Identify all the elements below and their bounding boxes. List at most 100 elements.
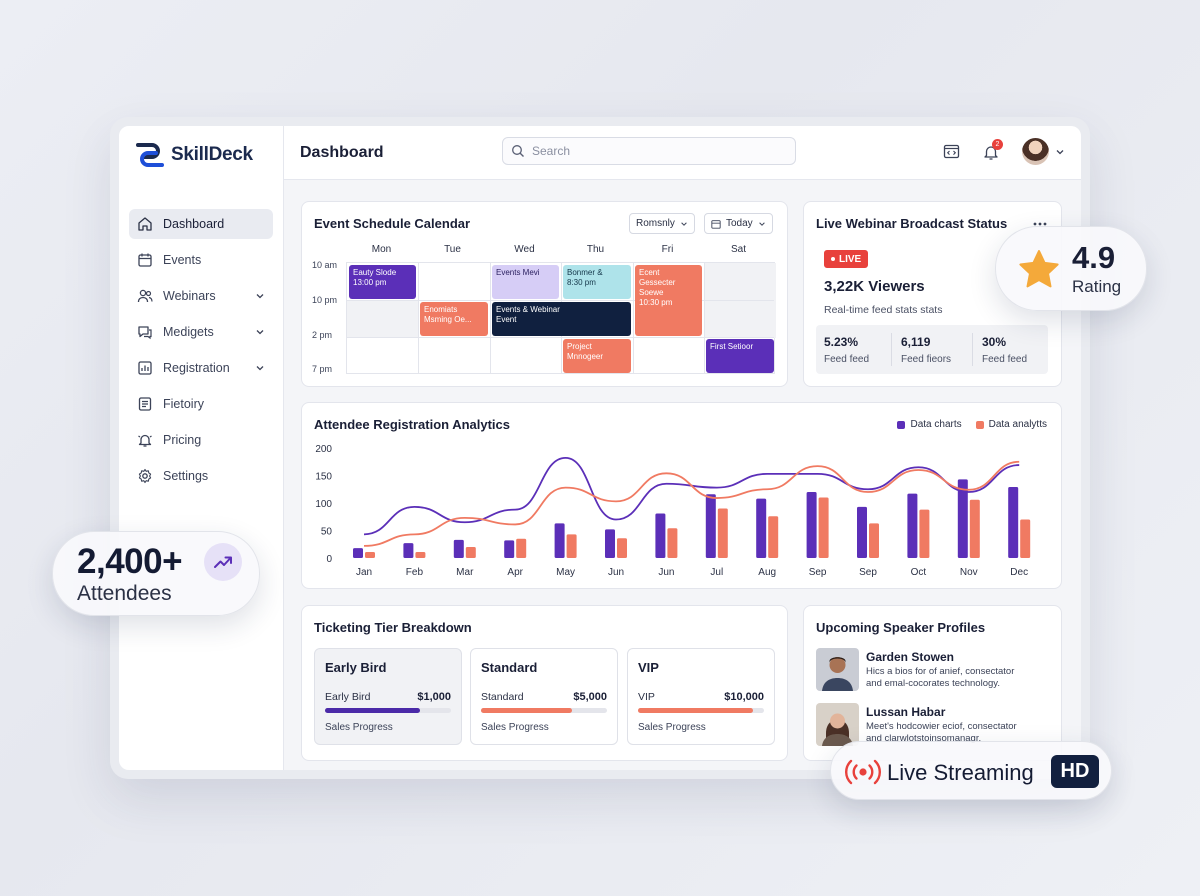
top-actions: 2 xyxy=(943,138,1065,165)
chart-bar[interactable] xyxy=(756,498,767,558)
chart-bar[interactable] xyxy=(566,534,577,558)
grid-line xyxy=(418,263,419,373)
live-badge: LIVE xyxy=(824,250,869,268)
speaker-item[interactable]: Lussan Habar Meet's hodcowier eciof, con… xyxy=(816,703,1052,749)
calendar-event[interactable]: Project Mnnogeer xyxy=(563,339,631,373)
chart-bar[interactable] xyxy=(857,506,867,558)
chart-bar[interactable] xyxy=(667,528,678,558)
tier-card-standard[interactable]: Standard Standard $5,000 Sales Progress xyxy=(470,648,618,745)
progress-track xyxy=(325,708,451,713)
sidebar-item-pricing[interactable]: Pricing xyxy=(129,425,273,455)
code-window-icon[interactable] xyxy=(943,143,960,160)
speaker-bio-line: and emal-cocorates technology. xyxy=(866,678,1000,689)
chart-bar[interactable] xyxy=(806,492,817,558)
chart-bar[interactable] xyxy=(655,513,666,558)
x-tick-label: Oct xyxy=(911,567,927,578)
chart-bar[interactable] xyxy=(907,493,918,558)
chart-bar[interactable] xyxy=(605,529,615,558)
chart-bar[interactable] xyxy=(415,551,426,558)
speaker-bio-line: Hics a bios for of anief, consectator xyxy=(866,666,1015,677)
sidebar-item-label: Fietoiry xyxy=(163,397,204,411)
top-bar: Dashboard 2 xyxy=(284,126,1081,180)
streaming-badge: Live Streaming HD xyxy=(830,741,1112,800)
legend-item[interactable]: Data charts xyxy=(897,419,962,430)
chart-bar[interactable] xyxy=(403,543,414,558)
stat-label: Feed feed xyxy=(824,354,870,365)
calendar-event[interactable]: First Setioor xyxy=(706,339,774,373)
bell-icon xyxy=(138,434,152,447)
stat-value: 5.23% xyxy=(824,335,859,349)
chart-bar[interactable] xyxy=(353,548,363,558)
brand-logo[interactable]: SkillDeck xyxy=(129,140,273,170)
chart-bar[interactable] xyxy=(554,523,565,558)
chart-bar[interactable] xyxy=(818,497,829,559)
sidebar-item-events[interactable]: Events xyxy=(129,245,273,275)
tier-card-vip[interactable]: VIP VIP $10,000 Sales Progress xyxy=(627,648,775,745)
chart-bar[interactable] xyxy=(705,494,716,558)
today-button[interactable]: Today xyxy=(704,213,773,234)
calendar-event[interactable]: Events Mevi xyxy=(492,265,559,299)
chart-bar[interactable] xyxy=(717,508,728,559)
chart-bar[interactable] xyxy=(453,539,464,558)
notification-badge: 2 xyxy=(992,138,1003,150)
view-select[interactable]: Romsnly xyxy=(629,213,695,234)
speaker-item[interactable]: Garden Stowen Hics a bios for of anief, … xyxy=(816,648,1052,694)
speaker-name: Garden Stowen xyxy=(866,650,955,664)
y-tick-label: 150 xyxy=(315,472,332,483)
sidebar-item-label: Events xyxy=(163,253,202,267)
sidebar-item-dashboard[interactable]: Dashboard xyxy=(129,209,273,239)
chart-bar[interactable] xyxy=(504,540,515,558)
calendar-event[interactable]: Bonmer & 8:30 pm xyxy=(563,265,631,299)
grid-line xyxy=(490,263,491,373)
event-text: Events Mevi xyxy=(496,268,540,277)
search-box[interactable] xyxy=(502,137,796,165)
chart-bar[interactable] xyxy=(969,499,980,558)
progress-fill xyxy=(325,708,420,713)
event-text: Enomiats xyxy=(424,305,458,314)
chevron-down-icon xyxy=(1056,149,1064,154)
sidebar-item-medigets[interactable]: Medigets xyxy=(129,317,273,347)
chart-bar[interactable] xyxy=(516,538,527,558)
more-icon[interactable] xyxy=(1033,222,1047,226)
y-tick-label: 50 xyxy=(321,527,333,538)
sidebar-item-registration[interactable]: Registration xyxy=(129,353,273,383)
sidebar-item-label: Webinars xyxy=(163,289,216,303)
x-tick-label: Sep xyxy=(859,567,877,578)
user-menu[interactable] xyxy=(1022,138,1065,165)
calendar-card: Event Schedule Calendar Romsnly Today Mo… xyxy=(301,201,788,387)
tier-card-early-bird[interactable]: Early Bird Early Bird $1,000 Sales Progr… xyxy=(314,648,462,745)
progress-label: Sales Progress xyxy=(481,722,549,733)
chart-bar[interactable] xyxy=(365,551,375,558)
chart-bar[interactable] xyxy=(869,523,879,558)
notifications-button[interactable]: 2 xyxy=(982,138,1003,161)
tier-name: Standard xyxy=(481,660,538,675)
chart-bar[interactable] xyxy=(768,516,779,558)
legend-item[interactable]: Data analytts xyxy=(975,419,1047,430)
search-input[interactable] xyxy=(532,144,787,158)
calendar-event[interactable]: Eauty Slode 13:00 pm xyxy=(349,265,416,299)
sidebar-item-webinars[interactable]: Webinars xyxy=(129,281,273,311)
x-tick-label: Dec xyxy=(1010,567,1028,578)
y-tick-label: 200 xyxy=(315,444,332,455)
sidebar-item-settings[interactable]: Settings xyxy=(129,461,273,491)
x-tick-label: Jun xyxy=(608,567,624,578)
chart-bar[interactable] xyxy=(1020,519,1031,559)
chart-bar[interactable] xyxy=(1008,487,1019,558)
chart-bar[interactable] xyxy=(465,547,476,558)
calendar-event[interactable]: Ecent Gessecter Soewe 10:30 pm xyxy=(635,265,702,336)
tier-price: $5,000 xyxy=(573,691,607,703)
sidebar-item-fietoiry[interactable]: Fietoiry xyxy=(129,389,273,419)
progress-fill xyxy=(638,708,753,713)
chart-bar[interactable] xyxy=(957,479,968,558)
sidebar-item-label: Medigets xyxy=(163,325,214,339)
chart-bar[interactable] xyxy=(617,538,627,558)
chevron-down-icon xyxy=(256,294,264,299)
sidebar-item-label: Settings xyxy=(163,469,209,483)
legend-label: Data charts xyxy=(910,419,962,430)
calendar-icon xyxy=(138,253,152,267)
x-tick-label: Nov xyxy=(960,567,978,578)
event-text: Ecent xyxy=(639,268,660,277)
chart-bar[interactable] xyxy=(919,509,930,558)
calendar-event[interactable]: Events & Webinar Event xyxy=(492,302,631,336)
calendar-event[interactable]: Enomiats Msming Oe... xyxy=(420,302,488,336)
